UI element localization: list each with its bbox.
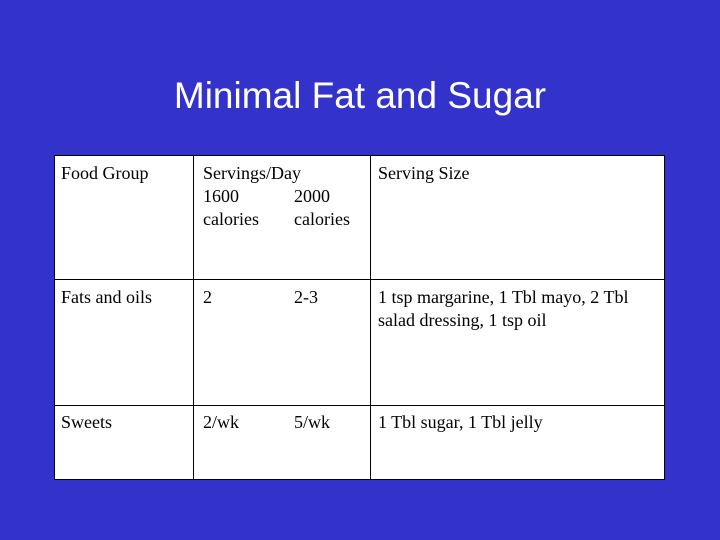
row-sweets-food-group: Sweets — [61, 412, 112, 432]
header-serving-size: Serving Size — [378, 163, 470, 183]
header-calories-1600: calories — [203, 209, 259, 229]
row-sweets-serving-size-line1: 1 Tbl sugar, 1 Tbl jelly — [378, 412, 543, 432]
row-sweets-1600: 2/wk — [203, 412, 239, 432]
row-fats-serving-size-line1: 1 tsp margarine, 1 Tbl mayo, 2 Tbl — [378, 287, 629, 307]
header-2000: 2000 — [294, 186, 330, 206]
row-sweets-2000: 5/wk — [294, 412, 330, 432]
row-fats-food-group: Fats and oils — [61, 287, 153, 307]
header-servings-day: Servings/Day — [203, 163, 301, 183]
row-fats-serving-size-line2: salad dressing, 1 tsp oil — [378, 310, 547, 330]
column-divider — [370, 156, 371, 479]
header-calories-2000: calories — [294, 209, 350, 229]
food-group-table: Food Group Servings/Day 1600 2000 calori… — [54, 155, 665, 480]
row-fats-2000: 2-3 — [294, 287, 318, 307]
row-fats-1600: 2 — [203, 287, 212, 307]
row-divider — [55, 405, 664, 406]
header-food-group: Food Group — [61, 163, 149, 183]
column-divider — [193, 156, 194, 479]
header-1600: 1600 — [203, 186, 239, 206]
slide-title: Minimal Fat and Sugar — [173, 75, 547, 116]
row-divider — [55, 279, 664, 280]
